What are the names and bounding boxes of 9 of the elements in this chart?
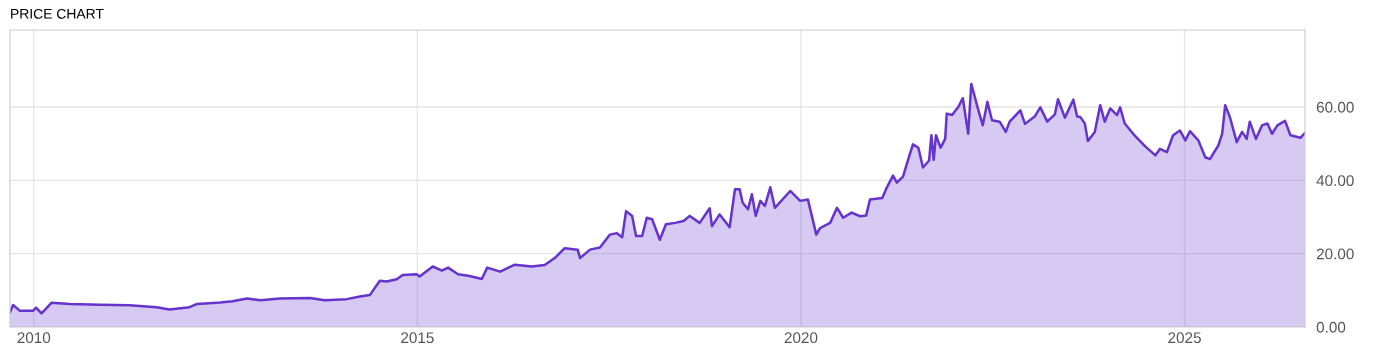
x-tick-label: 2025 [1168,332,1201,344]
chart-title: PRICE CHART [11,8,104,19]
y-tick-label: 0.00 [1316,321,1346,333]
y-tick-label: 60.00 [1316,101,1354,113]
x-tick-label: 2020 [784,332,818,344]
y-tick-label: 20.00 [1316,248,1354,260]
x-tick-label: 2010 [17,332,51,344]
x-tick-label: 2015 [401,332,434,344]
y-tick-label: 40.00 [1316,175,1354,187]
